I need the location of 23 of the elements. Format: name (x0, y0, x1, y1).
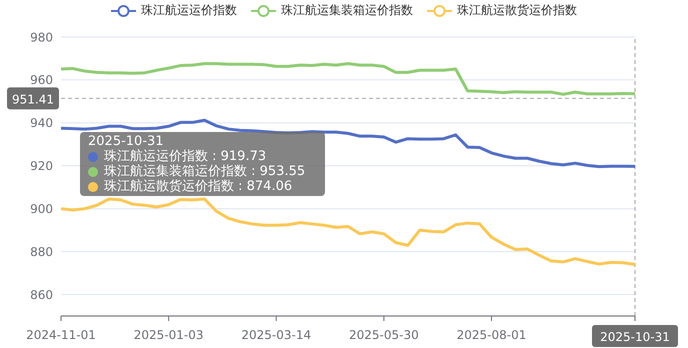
y-tick-label: 900 (30, 202, 53, 216)
legend-label: 珠江航运散货运价指数 (457, 2, 577, 19)
annotation: 2025-10-31 (88, 134, 164, 149)
x-tick-label: 2025-08-01 (456, 328, 526, 342)
x-tick-label: 2025-10-31 (600, 330, 670, 344)
annotation: 珠江航运运价指数 : 919.73 (104, 149, 266, 164)
line-series (61, 198, 635, 266)
line-series (61, 62, 635, 96)
ref-line-label: 951.41 (12, 92, 54, 106)
legend-label: 珠江航运集装箱运价指数 (281, 2, 413, 19)
y-tick-label: 940 (30, 116, 53, 130)
x-tick-label: 2025-01-03 (134, 328, 204, 342)
y-tick-label: 980 (30, 30, 53, 44)
annotation: 珠江航运散货运价指数 : 874.06 (104, 179, 292, 194)
y-tick-label: 920 (30, 159, 53, 174)
x-tick-label: 2024-11-01 (26, 328, 96, 342)
annotation: 珠江航运集装箱运价指数 : 953.55 (104, 164, 306, 179)
y-tick-label: 960 (30, 73, 53, 88)
x-tick-label: 2025-05-30 (349, 328, 419, 342)
y-tick-label: 880 (30, 244, 53, 259)
x-tick-label: 2025-03-14 (241, 328, 312, 342)
y-tick-label: 860 (30, 288, 53, 302)
legend-label: 珠江航运运价指数 (141, 2, 237, 19)
